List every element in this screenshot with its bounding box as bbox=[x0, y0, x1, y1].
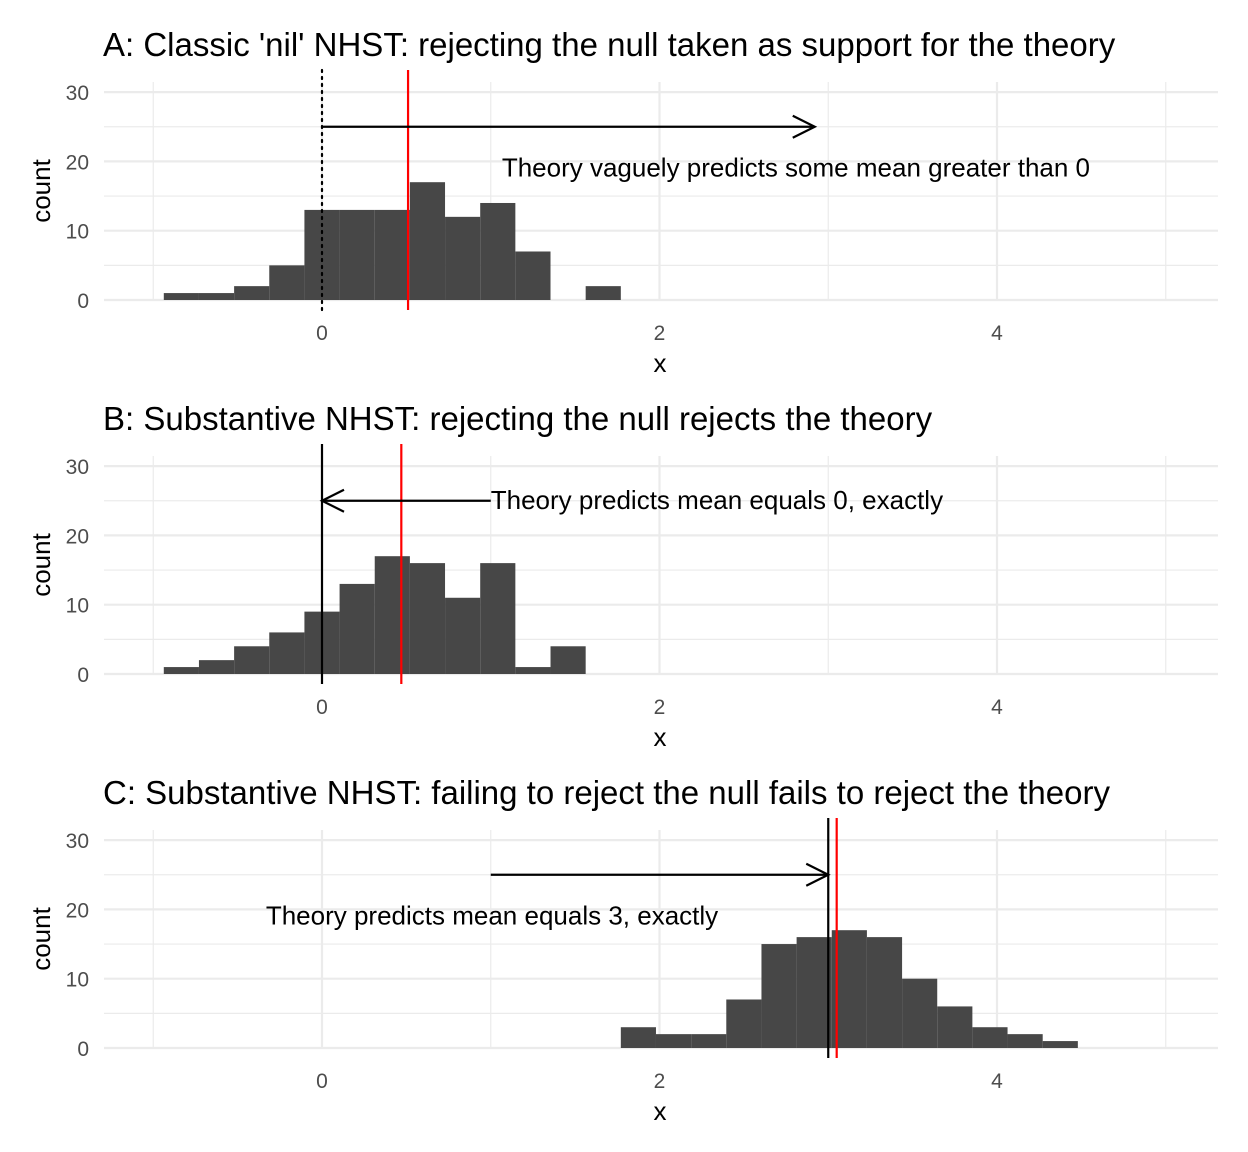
panel-b: Theory predicts mean equals 0, exactly B:… bbox=[26, 400, 1218, 752]
histogram-bar bbox=[234, 646, 270, 674]
histogram-bar bbox=[1007, 1034, 1043, 1048]
x-tick-label: 0 bbox=[316, 1070, 328, 1093]
histogram-bar bbox=[902, 978, 938, 1048]
histogram-bar bbox=[726, 999, 762, 1048]
histogram-bar bbox=[515, 251, 551, 300]
panel-title: B: Substantive NHST: rejecting the null … bbox=[103, 400, 933, 437]
x-axis-title: x bbox=[654, 1096, 667, 1126]
histogram-bar bbox=[234, 286, 270, 300]
theory-annotation: Theory predicts mean equals 3, exactly bbox=[266, 900, 718, 930]
histogram-bar bbox=[1042, 1041, 1078, 1048]
panel-c: Theory predicts mean equals 3, exactly C:… bbox=[26, 774, 1218, 1126]
histogram-bar bbox=[515, 667, 551, 674]
panel-title: C: Substantive NHST: failing to reject t… bbox=[103, 774, 1110, 811]
y-tick-label: 0 bbox=[77, 1038, 89, 1061]
theory-annotation: Theory predicts mean equals 0, exactly bbox=[491, 485, 943, 515]
y-axis-title: count bbox=[26, 158, 56, 222]
y-tick-label: 30 bbox=[66, 456, 89, 479]
histogram-bar bbox=[445, 216, 481, 300]
histogram-bar bbox=[691, 1034, 727, 1048]
y-tick-label: 0 bbox=[77, 290, 89, 313]
grid bbox=[104, 830, 1218, 1050]
y-tick-label: 10 bbox=[66, 221, 89, 244]
y-tick-label: 10 bbox=[66, 969, 89, 992]
histogram-bar bbox=[269, 265, 305, 300]
histogram-bar bbox=[339, 209, 375, 300]
x-tick-label: 0 bbox=[316, 696, 328, 719]
histogram-bar bbox=[163, 667, 199, 674]
x-tick-label: 2 bbox=[654, 322, 666, 345]
histogram-bar bbox=[198, 293, 235, 300]
y-tick-label: 10 bbox=[66, 595, 89, 618]
histogram-bar bbox=[937, 1006, 973, 1048]
y-tick-label: 20 bbox=[66, 899, 89, 922]
histogram-bar bbox=[480, 202, 516, 300]
y-tick-label: 20 bbox=[66, 151, 89, 174]
y-tick-label: 30 bbox=[66, 830, 89, 853]
x-tick-label: 2 bbox=[654, 696, 666, 719]
prediction-arrow-head bbox=[319, 488, 345, 513]
y-tick-label: 20 bbox=[66, 525, 89, 548]
histogram-bars bbox=[163, 556, 586, 674]
histogram-bar bbox=[198, 660, 235, 674]
histogram-bar bbox=[796, 937, 832, 1048]
panel-a: Theory vaguely predicts some mean greate… bbox=[26, 26, 1218, 378]
histogram-bar bbox=[972, 1027, 1008, 1048]
histogram-bar bbox=[409, 182, 446, 300]
histogram-bar bbox=[445, 597, 481, 674]
panel-title: A: Classic 'nil' NHST: rejecting the nul… bbox=[103, 26, 1116, 63]
x-axis-title: x bbox=[654, 348, 667, 378]
histogram-bars bbox=[163, 182, 621, 300]
histogram-bar bbox=[761, 944, 797, 1048]
histogram-bar bbox=[339, 583, 375, 674]
x-tick-label: 2 bbox=[654, 1070, 666, 1093]
prediction-arrow-head bbox=[805, 862, 831, 887]
histogram-bar bbox=[620, 1027, 656, 1048]
histogram-bar bbox=[409, 563, 446, 674]
histogram-bar bbox=[480, 563, 516, 674]
histogram-bar bbox=[374, 556, 410, 674]
x-tick-label: 0 bbox=[316, 322, 328, 345]
y-axis-title: count bbox=[26, 532, 56, 596]
y-axis-title: count bbox=[26, 906, 56, 970]
histogram-bars bbox=[620, 930, 1078, 1048]
x-tick-label: 4 bbox=[991, 1070, 1003, 1093]
x-tick-label: 4 bbox=[991, 696, 1003, 719]
histogram-bar bbox=[585, 286, 621, 300]
y-tick-label: 30 bbox=[66, 82, 89, 105]
x-axis-title: x bbox=[654, 722, 667, 752]
histogram-bar bbox=[163, 293, 199, 300]
histogram-bar bbox=[655, 1034, 692, 1048]
x-tick-label: 4 bbox=[991, 322, 1003, 345]
y-tick-label: 0 bbox=[77, 664, 89, 687]
theory-annotation: Theory vaguely predicts some mean greate… bbox=[502, 152, 1090, 182]
prediction-arrow-head bbox=[792, 114, 818, 139]
histogram-bar bbox=[550, 646, 586, 674]
histogram-bar bbox=[269, 632, 305, 674]
histogram-bar bbox=[866, 937, 903, 1048]
histogram-bar bbox=[374, 209, 410, 300]
